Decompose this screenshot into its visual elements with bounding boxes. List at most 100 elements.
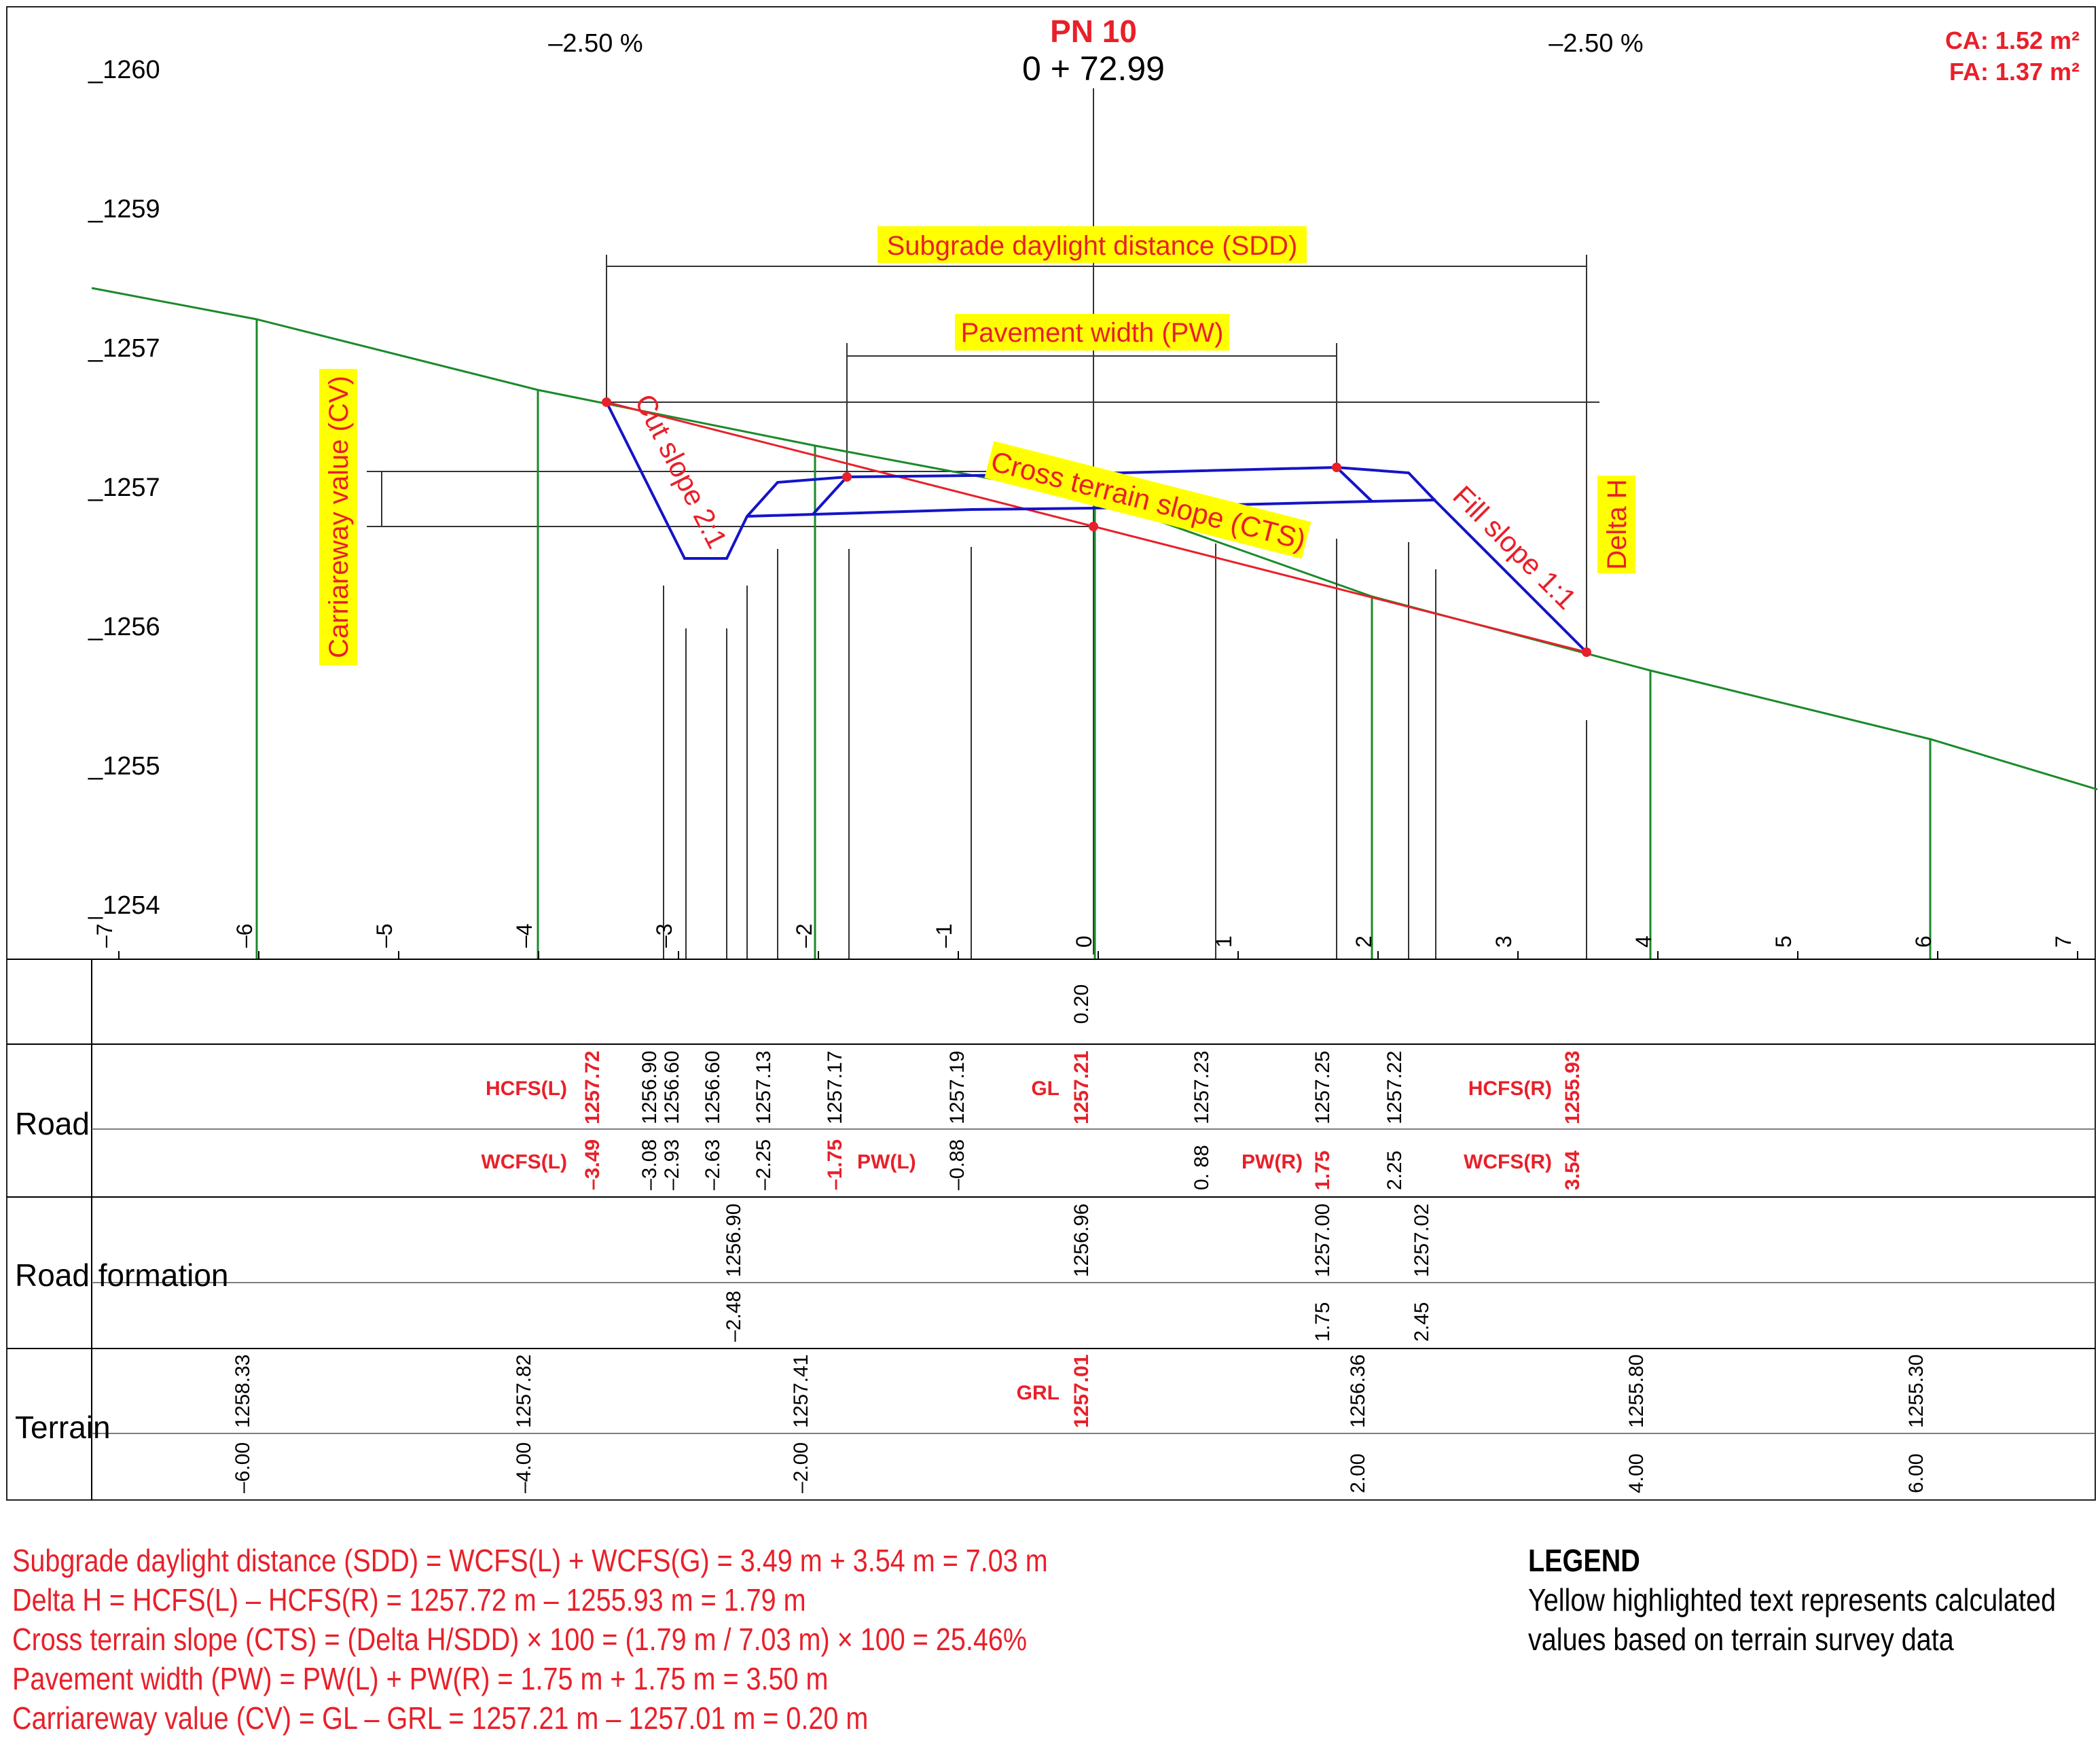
delta-h-highlight <box>1597 476 1635 573</box>
fill-area: FA: 1.37 m² <box>1949 58 2080 86</box>
cts-annotation: Cross terrain slope (CTS) <box>988 445 1309 556</box>
data-table: Road Road formation Terrain 0.20 1256.90… <box>7 959 2095 1500</box>
row-label-terrain: Terrain <box>15 1410 111 1445</box>
wcfs-l-value: –3.49 <box>581 1139 604 1190</box>
legend-line: Yellow highlighted text represents calcu… <box>1528 1582 2057 1618</box>
terrain-elevation: 1255.30 <box>1905 1355 1927 1428</box>
wcfs-r-value: 3.54 <box>1561 1150 1584 1190</box>
terrain-elevation: 1256.36 <box>1347 1355 1369 1428</box>
formation-elevation: 1256.90 <box>723 1204 745 1277</box>
road-elevation: 1257.13 <box>753 1051 775 1124</box>
road-offset: –0.88 <box>946 1139 968 1190</box>
formation-offset: 1.75 <box>1311 1302 1334 1342</box>
offset-tick: 1 <box>1212 935 1236 948</box>
drawing-frame <box>6 6 2096 1501</box>
formula-cts: Cross terrain slope (CTS) = (Delta H/SDD… <box>12 1622 1028 1657</box>
road-elevation: 1257.25 <box>1311 1051 1334 1124</box>
grl-label: GRL <box>1017 1382 1060 1404</box>
station-verticals <box>663 539 1587 959</box>
pw-l-value: –1.75 <box>824 1139 846 1190</box>
road-surface-line <box>605 401 1588 654</box>
terrain-offset: 2.00 <box>1347 1454 1369 1493</box>
hcfs-r-value: 1255.93 <box>1561 1051 1584 1124</box>
row-label-road-formation: Road formation <box>15 1257 229 1293</box>
elevation-label: _1257 <box>88 474 160 502</box>
road-elevation: 1257.23 <box>1191 1051 1213 1124</box>
road-elevation: 1256.90 <box>638 1051 661 1124</box>
offset-tick: 2 <box>1352 935 1376 948</box>
offset-tick: –2 <box>792 923 816 948</box>
road-elevation: 1256.60 <box>702 1051 724 1124</box>
legend-title: LEGEND <box>1528 1543 1640 1578</box>
terrain-elevation: 1257.41 <box>790 1355 812 1428</box>
terrain-elevation: 1255.80 <box>1625 1355 1648 1428</box>
formula-sdd: Subgrade daylight distance (SDD) = WCFS(… <box>12 1543 1048 1578</box>
terrain-elevation: 1257.82 <box>513 1355 535 1428</box>
gl-value: 1257.21 <box>1070 1051 1093 1124</box>
sdd-annotation: Subgrade daylight distance (SDD) <box>887 231 1298 261</box>
elevation-label: _1257 <box>88 334 160 363</box>
terrain-offset: –2.00 <box>790 1442 812 1493</box>
row-label-road: Road <box>15 1106 90 1141</box>
road-elevation: 1256.60 <box>661 1051 683 1124</box>
terrain-elevation: 1258.33 <box>232 1355 254 1428</box>
delta-h-annotation: Delta H <box>1602 479 1632 569</box>
road-offset: –2.63 <box>702 1139 724 1190</box>
cv-annotation: Carriareway value (CV) <box>324 376 354 658</box>
offset-tick: 4 <box>1631 935 1656 948</box>
offset-tick: 5 <box>1771 935 1796 948</box>
pw-r-label: PW(R) <box>1242 1151 1303 1173</box>
sdd-dimension: Subgrade daylight distance (SDD) <box>606 226 1587 652</box>
cts-highlight <box>984 441 1311 559</box>
formula-cv: Carriareway value (CV) = GL – GRL = 1257… <box>12 1700 869 1736</box>
elevation-label: _1254 <box>88 891 160 920</box>
elevation-label: _1255 <box>88 752 160 781</box>
grl-value: 1257.01 <box>1070 1355 1093 1428</box>
station-name: PN 10 <box>1050 14 1137 49</box>
offset-tick: 7 <box>2051 935 2076 948</box>
formation-elevation: 1257.00 <box>1311 1204 1334 1277</box>
offset-axis: –7 –6 –5 –4 –3 –2 –1 0 1 2 3 4 5 6 7 <box>7 923 2095 960</box>
terrain-offset: 4.00 <box>1625 1454 1648 1493</box>
road-elevation: 1257.19 <box>946 1051 968 1124</box>
formula-list: Subgrade daylight distance (SDD) = WCFS(… <box>12 1541 1239 1738</box>
road-design <box>605 401 1588 654</box>
road-elevation: 1257.17 <box>824 1051 846 1124</box>
formation-elevation: 1256.96 <box>1070 1204 1093 1277</box>
offset-tick: –4 <box>512 923 537 948</box>
road-formation-line <box>746 499 1436 518</box>
elevation-label: _1256 <box>88 613 160 641</box>
road-offset: –3.08 <box>638 1139 661 1190</box>
gl-label: GL <box>1031 1077 1060 1100</box>
cv-highlight <box>319 369 357 665</box>
terrain-offset: –4.00 <box>513 1442 535 1493</box>
offset-tick: –6 <box>232 923 257 948</box>
formula-delta-h: Delta H = HCFS(L) – HCFS(R) = 1257.72 m … <box>12 1582 806 1618</box>
road-elevation: 1257.22 <box>1383 1051 1406 1124</box>
pw-r-value: 1.75 <box>1311 1151 1334 1190</box>
offset-tick: 6 <box>1911 935 1936 948</box>
cut-area: CA: 1.52 m² <box>1945 26 2080 54</box>
pw-dimension: Pavement width (PW) <box>846 314 1337 479</box>
offset-tick: –5 <box>372 923 397 948</box>
formation-offset: 2.45 <box>1411 1302 1433 1342</box>
offset-tick: –3 <box>652 923 676 948</box>
legend-line: values based on terrain survey data <box>1528 1622 1954 1657</box>
pw-highlight <box>955 314 1229 351</box>
road-offset: 2.25 <box>1383 1151 1406 1190</box>
pw-annotation: Pavement width (PW) <box>961 318 1224 348</box>
grade-left: –2.50 % <box>548 29 642 58</box>
formula-pw: Pavement width (PW) = PW(L) + PW(R) = 1.… <box>12 1661 829 1696</box>
fill-slope-annotation: Fill slope 1:1 <box>1447 480 1582 615</box>
road-offset: 0. 88 <box>1191 1145 1213 1190</box>
road-offset: –2.93 <box>661 1139 683 1190</box>
elevation-axis: _1260 _1259 _1257 _1257 _1256 _1255 _125… <box>88 56 160 920</box>
offset-tick: –7 <box>92 923 117 948</box>
formation-elevation: 1257.02 <box>1411 1204 1433 1277</box>
wcfs-r-label: WCFS(R) <box>1464 1151 1552 1173</box>
station-chainage: 0 + 72.99 <box>1022 50 1165 88</box>
terrain-profile <box>91 287 2098 959</box>
terrain-offset: 6.00 <box>1905 1454 1927 1493</box>
